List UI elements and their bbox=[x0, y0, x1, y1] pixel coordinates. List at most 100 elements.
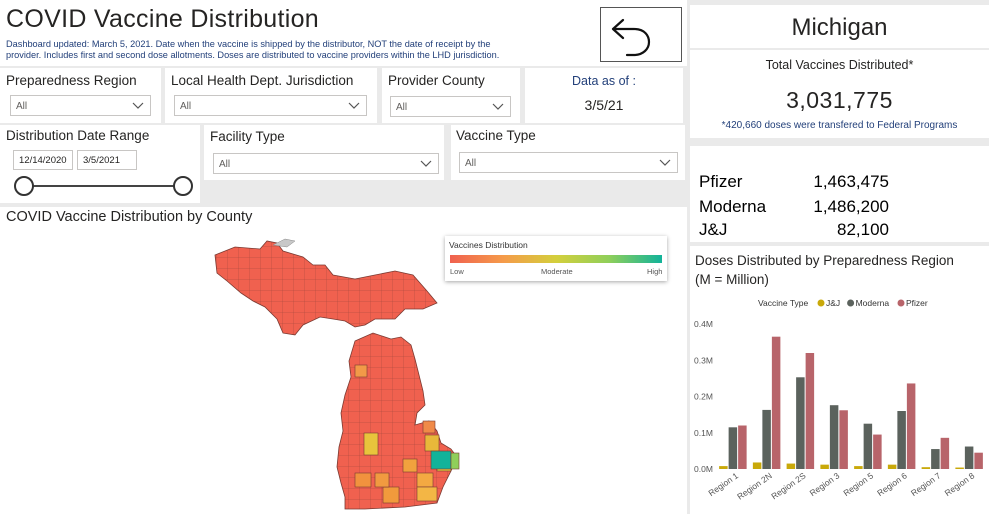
bar-moderna-region-2s bbox=[796, 377, 805, 469]
data-as-of-card: Data as of : 3/5/21 bbox=[525, 68, 683, 123]
totals-label: Total Vaccines Distributed* bbox=[765, 58, 914, 72]
x-tick-label: Region 8 bbox=[943, 470, 977, 498]
chevron-down-icon bbox=[132, 102, 144, 109]
totals-card: Total Vaccines Distributed* 3,031,775 *4… bbox=[690, 50, 989, 138]
county-high-adjacent bbox=[450, 452, 460, 470]
lhd-jurisdiction-dropdown[interactable]: All bbox=[174, 95, 367, 116]
chart-legend-item: Moderna bbox=[856, 298, 890, 308]
start-date-input[interactable]: 12/14/2020 bbox=[13, 150, 73, 170]
vaccine-value-moderna: 1,486,200 bbox=[813, 197, 889, 216]
preparedness-region-label: Preparedness Region bbox=[6, 73, 137, 88]
county-moderate bbox=[354, 364, 368, 378]
upper-peninsula-counties bbox=[215, 241, 437, 335]
bar-jj-region-2s bbox=[786, 463, 796, 469]
state-name: Michigan bbox=[791, 14, 888, 41]
vaccine-type-label: Vaccine Type bbox=[456, 128, 536, 143]
chart-legend-swatch bbox=[817, 299, 825, 307]
bar-pfizer-region-2s bbox=[805, 353, 815, 469]
x-tick-label: Region 3 bbox=[808, 470, 842, 498]
bar-pfizer-region-5 bbox=[873, 434, 882, 469]
bar-jj-region-1 bbox=[719, 466, 728, 469]
back-arrow-icon bbox=[611, 18, 651, 57]
chart-legend-title: Vaccine Type bbox=[758, 298, 809, 308]
x-tick-label: Region 5 bbox=[841, 470, 875, 498]
vaccine-name-pfizer: Pfizer bbox=[699, 172, 743, 191]
county-moderate bbox=[424, 434, 440, 452]
county-moderate bbox=[416, 486, 438, 502]
vaccine-name-jj: J&J bbox=[699, 220, 728, 239]
bar-jj-region-8 bbox=[955, 467, 964, 469]
preparedness-region-slicer: Preparedness Region All bbox=[0, 68, 161, 123]
data-as-of-label: Data as of : bbox=[572, 74, 636, 88]
county-moderate bbox=[402, 458, 418, 473]
vaccine-value-pfizer: 1,463,475 bbox=[813, 172, 889, 191]
vaccine-name-moderna: Moderna bbox=[699, 197, 767, 216]
provider-county-dropdown[interactable]: All bbox=[390, 96, 511, 117]
bar-jj-region-7 bbox=[921, 467, 931, 469]
facility-type-dropdown[interactable]: All bbox=[213, 153, 439, 174]
chart-subtitle: (M = Million) bbox=[695, 272, 769, 287]
chart-legend-swatch bbox=[897, 299, 905, 307]
preparedness-region-value: All bbox=[16, 101, 28, 112]
bar-jj-region-6 bbox=[887, 464, 897, 469]
bar-moderna-region-2n bbox=[762, 409, 771, 469]
vaccine-totals-card: Pfizer 1,463,475 Moderna 1,486,200 J&J 8… bbox=[690, 146, 989, 242]
bar-pfizer-region-2n bbox=[771, 336, 781, 469]
bar-jj-region-2n bbox=[752, 462, 762, 469]
date-range-label: Distribution Date Range bbox=[6, 128, 150, 143]
map-title: COVID Vaccine Distribution by County bbox=[6, 209, 253, 225]
bar-pfizer-region-3 bbox=[839, 410, 848, 469]
bar-jj-region-3 bbox=[820, 464, 829, 469]
region-bar-chart[interactable]: Vaccine Type J&J Moderna Pfizer 0.0M 0.1M 0.2M… bbox=[690, 290, 989, 514]
bar-moderna-region-3 bbox=[829, 405, 839, 469]
map-card: COVID Vaccine Distribution by County bbox=[0, 207, 687, 514]
county-moderate bbox=[416, 472, 434, 488]
back-button[interactable] bbox=[600, 7, 682, 62]
bar-pfizer-region-1 bbox=[738, 425, 747, 469]
y-tick-label: 0.4M bbox=[694, 319, 713, 329]
lhd-jurisdiction-value: All bbox=[180, 101, 192, 112]
vaccine-type-dropdown[interactable]: All bbox=[459, 152, 678, 173]
end-date-input[interactable]: 3/5/2021 bbox=[77, 150, 137, 170]
michigan-county-map[interactable] bbox=[205, 235, 475, 514]
page-title: COVID Vaccine Distribution bbox=[6, 5, 319, 33]
vaccine-value-jj: 82,100 bbox=[837, 220, 889, 239]
totals-value: 3,031,775 bbox=[786, 87, 893, 113]
y-tick-label: 0.0M bbox=[694, 464, 713, 474]
state-card: Michigan bbox=[690, 5, 989, 48]
provider-county-slicer: Provider County All bbox=[382, 68, 520, 123]
bar-pfizer-region-7 bbox=[940, 437, 950, 469]
lhd-jurisdiction-slicer: Local Health Dept. Jurisdiction All bbox=[165, 68, 377, 123]
y-tick-label: 0.1M bbox=[694, 428, 713, 438]
preparedness-region-dropdown[interactable]: All bbox=[10, 95, 151, 116]
date-slider-end-handle[interactable] bbox=[173, 176, 193, 196]
county-moderate bbox=[363, 432, 379, 456]
bar-moderna-region-5 bbox=[863, 423, 873, 469]
y-tick-label: 0.2M bbox=[694, 392, 713, 402]
region-chart-card: Doses Distributed by Preparedness Region… bbox=[690, 246, 989, 514]
chart-legend-item: Pfizer bbox=[906, 298, 928, 308]
bar-moderna-region-6 bbox=[897, 411, 906, 469]
chart-legend-swatch bbox=[847, 299, 855, 307]
bar-pfizer-region-8 bbox=[974, 452, 983, 469]
vaccine-type-slicer: Vaccine Type All bbox=[451, 125, 685, 180]
x-tick-label: Region 6 bbox=[875, 470, 909, 498]
chevron-down-icon bbox=[348, 102, 360, 109]
bar-moderna-region-8 bbox=[964, 446, 974, 469]
facility-type-slicer: Facility Type All bbox=[204, 125, 444, 180]
x-tick-label: Region 2N bbox=[735, 470, 774, 501]
bar-moderna-region-7 bbox=[931, 449, 940, 469]
county-moderate bbox=[382, 486, 400, 504]
county-moderate bbox=[422, 420, 436, 434]
map-legend: Vaccines Distribution Low Moderate High bbox=[445, 236, 667, 281]
date-slider-start-handle[interactable] bbox=[14, 176, 34, 196]
facility-type-value: All bbox=[219, 159, 231, 170]
lhd-jurisdiction-label: Local Health Dept. Jurisdiction bbox=[171, 73, 354, 88]
bar-moderna-region-1 bbox=[728, 427, 738, 469]
chevron-down-icon bbox=[492, 103, 504, 110]
y-tick-label: 0.3M bbox=[694, 355, 713, 365]
facility-type-label: Facility Type bbox=[210, 129, 285, 144]
isle-royale bbox=[272, 238, 296, 248]
vaccine-type-value: All bbox=[465, 158, 477, 169]
bar-jj-region-5 bbox=[854, 466, 863, 469]
